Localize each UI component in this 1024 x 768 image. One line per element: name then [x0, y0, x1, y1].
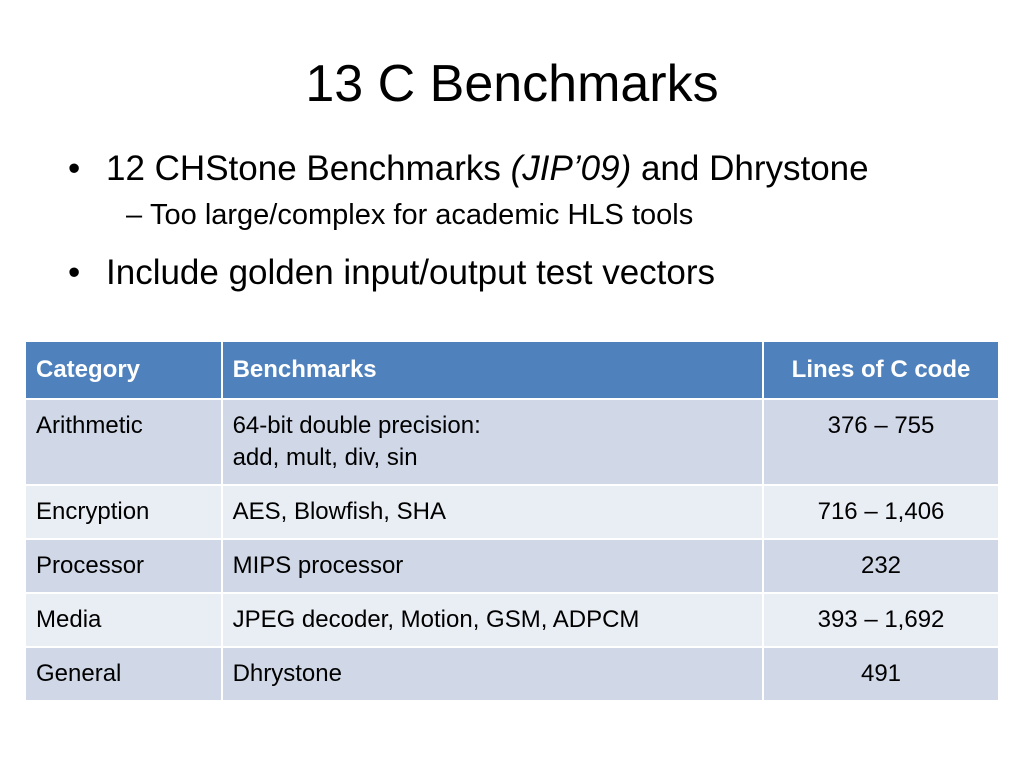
bullet-text-tail: and Dhrystone [631, 149, 869, 188]
cell-benchmarks: 64-bit double precision: add, mult, div,… [220, 398, 765, 486]
cell-category: Processor [24, 538, 223, 594]
header-category: Category [24, 340, 223, 400]
sub-bullet-item: – Too large/complex for academic HLS tool… [126, 194, 1008, 236]
benchmarks-table: Category Benchmarks Lines of C code Arit… [24, 340, 1000, 702]
slide-title: 13 C Benchmarks [305, 55, 719, 113]
table-row: Arithmetic 64-bit double precision: add,… [24, 398, 1000, 486]
bullet-list: • 12 CHStone Benchmarks (JIP’09) and Dhry… [68, 146, 1008, 296]
cell-benchmarks: Dhrystone [220, 646, 765, 702]
header-lines: Lines of C code [762, 340, 1000, 400]
bullet-marker: • [68, 253, 81, 292]
cell-category: Encryption [24, 484, 223, 540]
cell-category: Arithmetic [24, 398, 223, 486]
header-row: Category Benchmarks Lines of C code [24, 340, 1000, 400]
cell-lines: 393 – 1,692 [762, 592, 1000, 648]
cell-category: Media [24, 592, 223, 648]
cell-benchmarks: AES, Blowfish, SHA [220, 484, 765, 540]
cell-lines: 232 [762, 538, 1000, 594]
bullet-item: • Include golden input/output test vector… [68, 250, 1008, 296]
cell-category: General [24, 646, 223, 702]
table-header: Category Benchmarks Lines of C code [24, 340, 1000, 400]
sub-bullet-marker: – [126, 199, 143, 231]
bullet-item: • 12 CHStone Benchmarks (JIP’09) and Dhry… [68, 146, 1008, 192]
cell-benchmarks-line: add, mult, div, sin [232, 444, 418, 471]
bullet-text: 12 CHStone Benchmarks [106, 149, 511, 188]
table-row: Processor MIPS processor 232 [24, 538, 1000, 594]
sub-bullet-text: Too large/complex for academic HLS tools [150, 199, 694, 231]
bullet-marker: • [68, 149, 81, 188]
bullet-text: Include golden input/output test vectors [106, 253, 716, 292]
cell-benchmarks: JPEG decoder, Motion, GSM, ADPCM [220, 592, 765, 648]
bullet-citation: (JIP’09) [510, 149, 632, 188]
table-row: General Dhrystone 491 [24, 646, 1000, 702]
table-row: Encryption AES, Blowfish, SHA 716 – 1,40… [24, 484, 1000, 540]
cell-lines: 716 – 1,406 [762, 484, 1000, 540]
table-body: Arithmetic 64-bit double precision: add,… [24, 398, 1000, 702]
header-benchmarks: Benchmarks [220, 340, 765, 400]
cell-benchmarks: MIPS processor [220, 538, 765, 594]
cell-benchmarks-line: 64-bit double precision: [232, 412, 481, 439]
cell-lines: 376 – 755 [762, 398, 1000, 486]
cell-lines: 491 [762, 646, 1000, 702]
table-row: Media JPEG decoder, Motion, GSM, ADPCM 3… [24, 592, 1000, 648]
